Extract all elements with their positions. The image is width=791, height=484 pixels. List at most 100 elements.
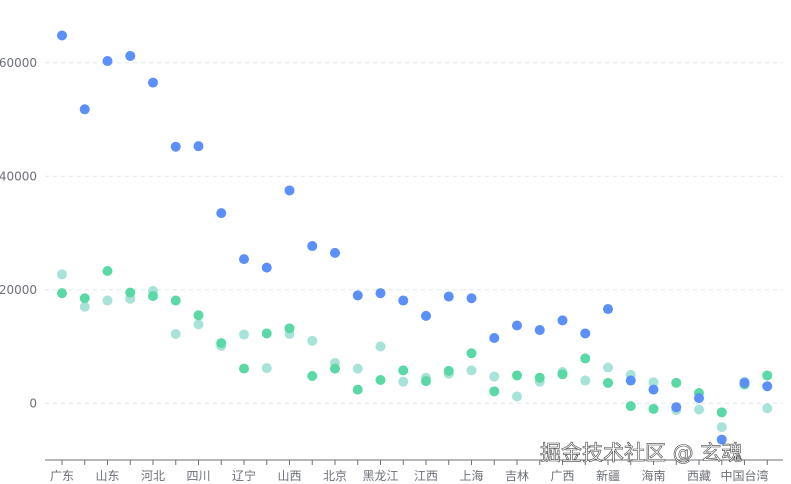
data-point [443, 291, 454, 302]
data-point [625, 375, 636, 386]
data-point [193, 319, 204, 330]
data-point [671, 402, 682, 413]
data-point [421, 376, 431, 387]
data-point [762, 403, 773, 414]
x-tick-label: 西藏 [687, 469, 711, 483]
data-point [352, 363, 363, 374]
data-point [79, 104, 90, 115]
data-point [261, 328, 272, 339]
data-point [466, 293, 477, 304]
data-point [261, 262, 272, 273]
y-axis-labels: 0 20000 40000 60000 [0, 56, 37, 411]
data-point [398, 365, 409, 376]
data-point [261, 363, 272, 374]
data-point [512, 370, 522, 381]
data-point [580, 328, 591, 339]
data-point [216, 338, 227, 349]
x-tick-label: 山西 [277, 469, 301, 483]
x-tick-label: 吉林 [505, 469, 529, 483]
data-point [170, 329, 181, 340]
data-point [512, 320, 522, 331]
data-point [648, 377, 659, 388]
x-tick-label: 新疆 [596, 468, 620, 483]
data-point [398, 376, 409, 387]
data-point [307, 335, 318, 346]
data-point [648, 403, 659, 414]
data-point [170, 295, 181, 306]
y-tick-label: 40000 [0, 169, 37, 183]
data-point [625, 401, 636, 412]
data-point [57, 269, 67, 280]
grid-lines [45, 62, 783, 404]
data-point [216, 208, 227, 219]
data-point [603, 377, 613, 388]
x-tick-label: 山东 [95, 469, 119, 483]
data-point [466, 365, 477, 376]
data-point [193, 141, 204, 152]
data-point [580, 353, 591, 364]
data-point [671, 377, 682, 388]
data-point [125, 50, 136, 61]
data-point [716, 434, 727, 445]
x-tick-label: 四川 [186, 469, 210, 483]
y-tick-label: 60000 [0, 56, 37, 70]
x-axis-ticks: 广东 山东 河北 四川 辽宁 山西 北京 黑龙江 江西 上海 吉林 广西 新疆 海南 西藏 中国台湾 [50, 460, 769, 483]
data-point [102, 56, 113, 67]
data-point [239, 363, 249, 374]
data-point [148, 77, 158, 88]
data-point [284, 323, 295, 334]
data-point [716, 422, 727, 433]
data-point [716, 407, 727, 418]
data-point [352, 384, 363, 395]
data-point [239, 329, 249, 340]
data-point [489, 386, 500, 397]
data-points [57, 30, 773, 445]
data-point [489, 371, 500, 382]
data-point [352, 290, 363, 301]
data-point [102, 295, 113, 306]
data-point [603, 362, 613, 373]
data-point [375, 288, 386, 299]
data-point [557, 315, 568, 326]
x-tick-label: 上海 [459, 468, 483, 483]
data-point [398, 295, 409, 306]
x-tick-label: 河北 [141, 469, 165, 483]
data-point [57, 30, 67, 41]
watermark: 掘金技术社区 @ 玄魂 [540, 441, 742, 465]
data-point [648, 384, 659, 395]
x-tick-label: 辽宁 [232, 468, 256, 483]
x-tick-label: 广西 [550, 469, 574, 483]
data-point [762, 381, 773, 392]
data-point [170, 141, 181, 152]
x-tick-label: 广东 [50, 469, 74, 483]
data-point [193, 310, 204, 321]
data-point [102, 266, 113, 277]
x-tick-label: 江西 [414, 469, 438, 483]
data-point [79, 293, 90, 304]
data-point [375, 341, 386, 352]
data-point [79, 301, 90, 312]
x-tick-label: 北京 [323, 469, 347, 483]
data-point [489, 332, 500, 343]
data-point [694, 404, 704, 415]
data-point [580, 375, 591, 386]
data-point [512, 391, 522, 402]
y-tick-label: 0 [29, 396, 37, 410]
data-point [466, 348, 477, 359]
data-point [603, 304, 613, 315]
data-point [330, 363, 340, 374]
data-point [375, 374, 386, 385]
y-tick-label: 20000 [0, 283, 37, 297]
data-point [330, 247, 340, 258]
x-tick-label: 黑龙江 [362, 469, 398, 483]
data-point [762, 370, 773, 381]
data-point [307, 371, 318, 382]
data-point [443, 365, 454, 376]
x-tick-label: 中国台湾 [720, 468, 768, 483]
x-tick-label: 海南 [641, 468, 665, 483]
data-point [694, 393, 704, 404]
data-point [739, 377, 750, 388]
data-point [557, 369, 568, 380]
data-point [57, 288, 67, 299]
